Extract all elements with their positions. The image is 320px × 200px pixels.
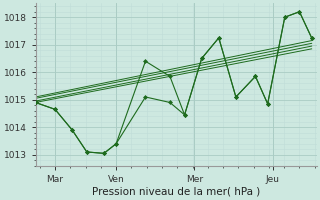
X-axis label: Pression niveau de la mer( hPa ): Pression niveau de la mer( hPa ) [92,187,260,197]
